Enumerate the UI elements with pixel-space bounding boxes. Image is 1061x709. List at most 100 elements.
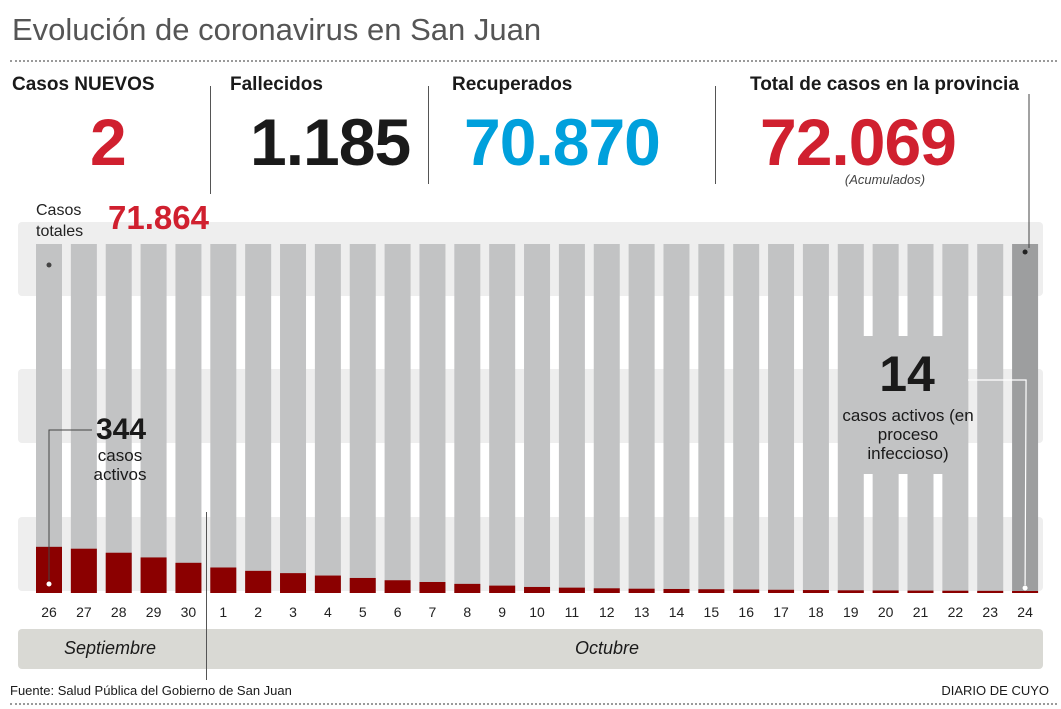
active-cases-bar	[698, 589, 725, 593]
x-axis-tick-labels: 26 27 28 29 30 1 2 3 4 5 6 7 8 9 10 11 12 13 14 15 16 17 18 19 2…	[41, 604, 1033, 620]
total-cases-bar	[628, 244, 655, 593]
annotation-leaders	[46, 94, 1030, 591]
leader-dot	[46, 262, 52, 268]
start-active-number: 344	[96, 413, 147, 446]
x-tick-label: 15	[704, 604, 720, 620]
active-cases-bar	[942, 590, 969, 593]
total-cases-bar	[698, 244, 725, 593]
total-cases-bar	[384, 244, 411, 593]
stat-label-fallecidos: Fallecidos	[230, 74, 323, 95]
leader-dot	[1022, 585, 1028, 591]
total-cases-bar	[140, 244, 167, 593]
end-active-number: 14	[879, 346, 935, 402]
active-cases-bar	[175, 562, 202, 593]
active-cases-bar	[977, 590, 1004, 593]
x-tick-label: 13	[634, 604, 650, 620]
active-cases-bar	[349, 577, 376, 593]
end-active-text: casos activos (en proceso infeccioso)	[842, 406, 974, 463]
total-cases-bar	[558, 244, 585, 593]
x-tick-label: 10	[529, 604, 545, 620]
active-cases-bar	[733, 589, 760, 593]
total-cases-bar	[210, 244, 237, 593]
source-note: Fuente: Salud Pública del Gobierno de Sa…	[10, 683, 292, 698]
x-tick-label: 12	[599, 604, 615, 620]
total-cases-bar	[593, 244, 620, 593]
total-cases-bar	[733, 244, 760, 593]
total-cases-bar	[524, 244, 551, 593]
x-tick-label: 4	[324, 604, 332, 620]
active-cases-bar	[245, 570, 272, 593]
footer-divider	[10, 703, 1057, 705]
x-tick-label: 29	[146, 604, 162, 620]
stat-label-recuperados: Recuperados	[452, 74, 573, 95]
end-annotation-box	[840, 336, 968, 474]
active-cases-bars	[36, 546, 1039, 593]
active-cases-bar	[907, 590, 934, 593]
stat-value-recuperados: 70.870	[464, 105, 661, 179]
x-tick-label: 3	[289, 604, 297, 620]
x-tick-label: 11	[565, 604, 580, 620]
x-tick-label: 20	[878, 604, 894, 620]
x-tick-label: 26	[41, 604, 57, 620]
stat-value-total: 72.069	[760, 105, 957, 179]
x-tick-label: 5	[359, 604, 367, 620]
stat-label-total: Total de casos en la provincia	[750, 74, 1019, 95]
stat-label-casos-nuevos: Casos NUEVOS	[12, 74, 155, 95]
stat-value-fallecidos: 1.185	[250, 105, 411, 179]
active-cases-bar	[837, 590, 864, 593]
total-cases-bar	[70, 244, 97, 593]
month-septiembre: Septiembre	[64, 638, 157, 658]
start-active-text: casos activos	[93, 446, 147, 484]
total-cases-bar	[768, 244, 795, 593]
active-cases-bar	[872, 590, 899, 593]
total-cases-bar	[314, 244, 341, 593]
total-cases-bar	[245, 244, 272, 593]
total-cases-bar	[419, 244, 446, 593]
active-cases-bar	[454, 583, 481, 593]
end-leader-line	[968, 379, 1027, 586]
active-cases-bar	[768, 589, 795, 593]
brand-name: DIARIO DE CUYO	[941, 683, 1049, 698]
active-cases-bar	[558, 587, 585, 593]
x-tick-label: 24	[1017, 604, 1033, 620]
active-cases-bar	[663, 588, 690, 593]
x-tick-label: 14	[669, 604, 685, 620]
total-cases-bar	[489, 244, 516, 593]
stat-value-casos-nuevos: 2	[90, 105, 127, 179]
x-tick-label: 22	[948, 604, 964, 620]
x-tick-label: 27	[76, 604, 92, 620]
stat-separator	[210, 86, 211, 194]
total-cases-bar	[663, 244, 690, 593]
active-cases-bar	[802, 590, 829, 593]
active-cases-bar	[140, 557, 167, 593]
active-cases-bar	[280, 573, 307, 593]
x-tick-label: 16	[738, 604, 754, 620]
x-tick-label: 18	[808, 604, 824, 620]
x-tick-label: 1	[219, 604, 227, 620]
casos-totales-value: 71.864	[108, 199, 209, 236]
total-cases-bar	[454, 244, 481, 593]
active-cases-bar	[70, 548, 97, 593]
active-cases-bar	[314, 575, 341, 593]
x-tick-label: 6	[394, 604, 402, 620]
month-band	[18, 629, 1043, 669]
active-cases-bar	[593, 588, 620, 593]
x-tick-label: 30	[181, 604, 197, 620]
page-title: Evolución de coronavirus en San Juan	[12, 12, 542, 47]
title-divider	[10, 60, 1057, 62]
x-tick-label: 2	[254, 604, 262, 620]
x-tick-label: 17	[773, 604, 789, 620]
total-cases-bar	[175, 244, 202, 593]
total-cases-bar	[105, 244, 132, 593]
active-cases-bar	[1012, 591, 1039, 593]
month-divider	[206, 512, 207, 680]
x-tick-label: 19	[843, 604, 859, 620]
month-octubre: Octubre	[575, 638, 640, 658]
leader-dot	[1022, 249, 1028, 255]
x-tick-label: 8	[463, 604, 471, 620]
stat-separator	[428, 86, 429, 184]
start-leader-line	[48, 429, 92, 580]
x-tick-label: 21	[913, 604, 929, 620]
total-cases-bar	[349, 244, 376, 593]
total-cases-bar	[977, 244, 1004, 593]
